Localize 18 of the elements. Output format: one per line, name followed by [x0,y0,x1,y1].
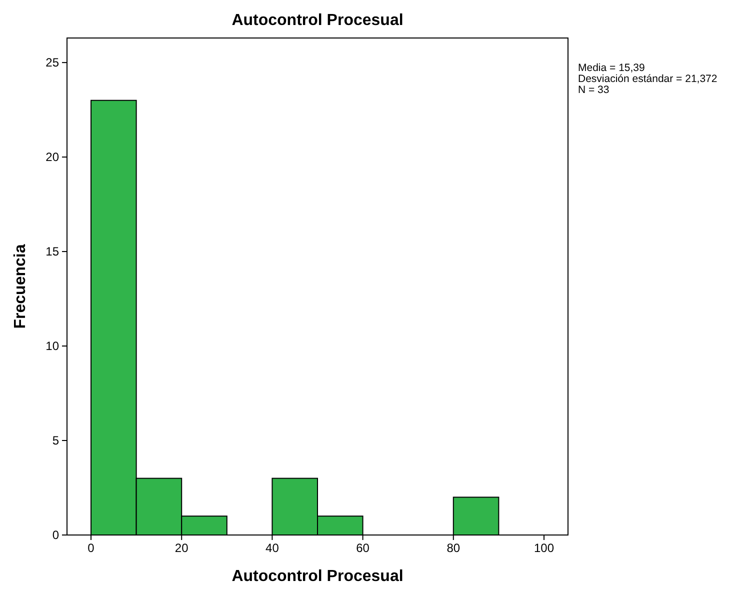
x-axis-title: Autocontrol Procesual [232,568,404,585]
y-tick-label: 5 [52,434,60,448]
x-tick-label: 0 [88,541,95,555]
y-tick-label: 0 [52,528,60,542]
y-tick-label: 25 [46,56,60,70]
text: Desviación estándar = 21,372 [578,73,718,85]
text: N = 33 [578,84,610,96]
y-tick-label: 20 [46,150,60,164]
x-tick-label: 100 [534,541,554,555]
x-tick-label: 80 [446,541,460,555]
y-axis-title: Frecuencia [12,244,29,329]
x-tick-label: 20 [174,541,189,555]
chart-title: Autocontrol Procesual [232,12,404,29]
y-tick-label: 10 [46,339,60,354]
y-tick-label: 15 [46,244,60,259]
text: Media = 15,39 [578,62,645,74]
x-tick-label: 60 [356,541,370,555]
x-tick-label: 40 [266,541,280,555]
